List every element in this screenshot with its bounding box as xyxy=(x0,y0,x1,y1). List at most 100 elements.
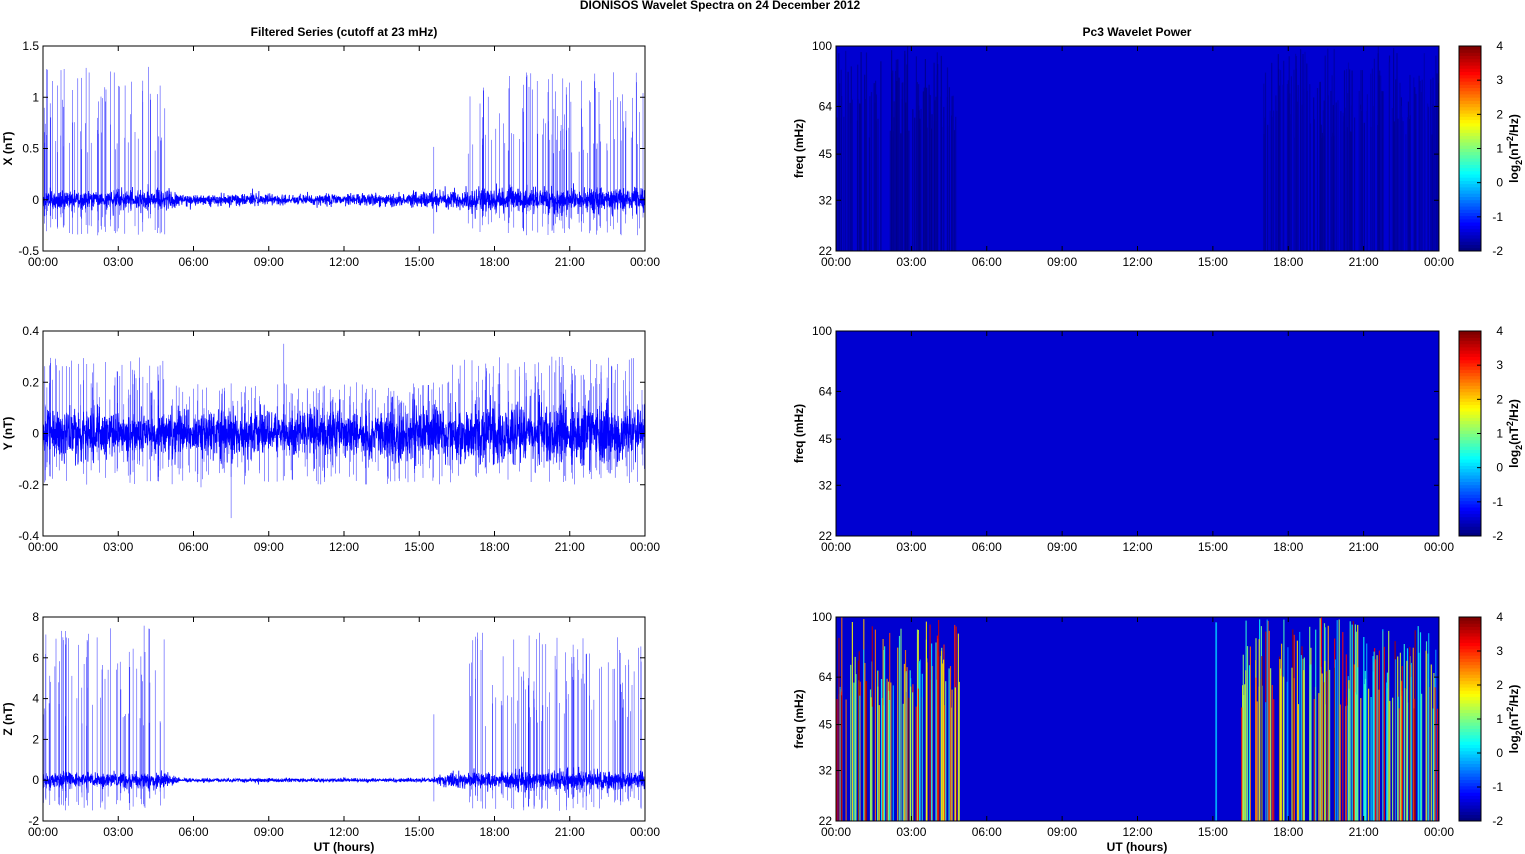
spectrum-stripe xyxy=(1364,670,1366,821)
spectrum-stripe xyxy=(1300,49,1302,251)
x-tick-label: 06:00 xyxy=(972,255,1002,269)
spectrum-stripe xyxy=(1309,626,1311,821)
spectrum-stripe xyxy=(1418,652,1420,821)
x-tick-label: 09:00 xyxy=(1047,540,1077,554)
spectrum-stripe xyxy=(948,668,950,821)
spectrum-stripe xyxy=(943,659,945,821)
x-tick-label: 15:00 xyxy=(404,255,434,269)
spectrum-stripe xyxy=(1321,132,1323,251)
spectrum-stripe xyxy=(1241,707,1243,821)
left-column-title: Filtered Series (cutoff at 23 mHz) xyxy=(251,25,438,39)
spectrum-stripe xyxy=(1371,68,1373,251)
y-tick-label: 22 xyxy=(819,244,833,258)
series-panel-x: -0.5 0 0.5 1 1.5 00:00 03:00 06:00 09:00 12:00 15:… xyxy=(1,39,660,269)
y-axis-label: Z (nT) xyxy=(1,702,15,735)
spectrum-stripe xyxy=(1293,634,1295,821)
spectrum-stripe xyxy=(922,91,924,252)
spectrum-stripe xyxy=(1421,79,1423,251)
x-tick-label: 12:00 xyxy=(1122,825,1152,839)
x-tick-label: 00:00 xyxy=(28,255,58,269)
x-tick-label: 21:00 xyxy=(555,255,585,269)
spectrum-stripe xyxy=(1414,630,1416,821)
spectrum-stripe xyxy=(870,697,872,821)
spectrum-stripe xyxy=(888,690,890,821)
spectrum-stripe xyxy=(856,120,859,251)
spectrum-stripe xyxy=(1360,109,1362,251)
spectrum-stripe xyxy=(1287,80,1289,251)
spectrum-stripe xyxy=(1263,83,1265,251)
series-panel-y: -0.4 -0.2 0 0.2 0.4 00:00 03:00 06:00 09:00 12:00… xyxy=(1,324,660,554)
spectrum-stripe xyxy=(1425,650,1427,821)
y-tick-label: 32 xyxy=(819,478,833,492)
spectrum-stripe xyxy=(886,678,888,821)
spectrum-stripe xyxy=(1321,673,1323,821)
x-tick-label: 21:00 xyxy=(1349,825,1379,839)
x-tick-label: 21:00 xyxy=(1349,255,1379,269)
spectrum-stripe xyxy=(931,114,933,251)
x-tick-label: 06:00 xyxy=(178,255,208,269)
colorbar-tick-label: -1 xyxy=(1492,780,1503,794)
spectrum-stripe xyxy=(1436,708,1439,821)
series-spikes-x xyxy=(43,66,644,236)
spectrum-stripe xyxy=(1403,644,1405,821)
spectrum-stripe xyxy=(1431,134,1433,251)
spectrum-stripe xyxy=(928,94,930,252)
spectrum-stripe xyxy=(1349,621,1351,821)
spectrum-stripe xyxy=(919,661,921,821)
x-tick-label: 09:00 xyxy=(254,255,284,269)
y-tick-label: 32 xyxy=(819,193,833,207)
spectrum-stripe xyxy=(1368,688,1370,821)
spectrum-stripe xyxy=(1280,70,1282,251)
spectrum-stripe xyxy=(1432,104,1434,252)
spectrum-stripe xyxy=(1258,639,1260,821)
series-frame xyxy=(42,45,646,252)
colorbar-tick-label: -2 xyxy=(1492,529,1503,543)
spectrum-stripe xyxy=(1287,647,1289,821)
spectrum-stripe xyxy=(921,673,923,821)
spectrum-stripe xyxy=(1329,669,1331,821)
spectrum-stripe xyxy=(1295,56,1297,251)
spectrum-stripe xyxy=(1349,131,1351,251)
spectrum-stripe xyxy=(1353,664,1355,821)
spectrum-stripe xyxy=(1396,53,1398,251)
spectrum-stripe xyxy=(1291,667,1293,821)
spectrum-stripe xyxy=(1424,120,1426,251)
spectrum-stripe xyxy=(1323,100,1325,251)
spectrum-stripe xyxy=(849,102,851,252)
spectrum-stripe xyxy=(1378,689,1380,821)
spectrum-stripe xyxy=(1419,632,1422,821)
y-tick-label: 1.5 xyxy=(22,39,39,53)
spectrum-stripe xyxy=(1376,655,1378,821)
spectrum-stripe xyxy=(1267,124,1269,251)
spectrum-stripe xyxy=(912,109,914,251)
spectrum-stripe xyxy=(1434,687,1436,821)
spectrum-stripe xyxy=(1393,121,1395,252)
x-tick-label: 03:00 xyxy=(103,540,133,554)
colorbar-tick-label: 4 xyxy=(1496,39,1503,53)
spectrum-stripe xyxy=(1332,105,1334,251)
y-tick-label: 64 xyxy=(819,384,833,398)
spectrum-stripe xyxy=(1324,660,1326,821)
spectrum-stripe xyxy=(870,92,873,251)
spectrum-stripe xyxy=(1395,79,1397,252)
spectrum-stripe xyxy=(1267,620,1269,821)
spectrum-stripe xyxy=(1319,81,1321,251)
x-tick-label: 09:00 xyxy=(254,825,284,839)
y-tick-label: 22 xyxy=(819,814,833,828)
x-tick-label: 00:00 xyxy=(1424,825,1454,839)
y-tick-label: 0 xyxy=(32,427,39,441)
spectrum-stripe xyxy=(868,137,870,251)
spectrum-stripe xyxy=(1428,633,1430,821)
spectrum-stripe xyxy=(1335,102,1337,251)
spectrum-stripe xyxy=(897,647,899,821)
spectrum-stripe xyxy=(1320,617,1322,821)
spectrum-stripe xyxy=(936,121,938,251)
spectrum-stripe xyxy=(1324,55,1326,251)
y-tick-label: 1 xyxy=(32,90,39,104)
spectrum-stripe xyxy=(1292,629,1294,821)
y-tick-label: -0.4 xyxy=(18,529,39,543)
spectrum-stripe xyxy=(1304,51,1306,251)
spectrum-stripe xyxy=(1419,80,1421,252)
spectrum-stripe xyxy=(1327,625,1329,821)
spectrum-stripe xyxy=(904,650,907,821)
